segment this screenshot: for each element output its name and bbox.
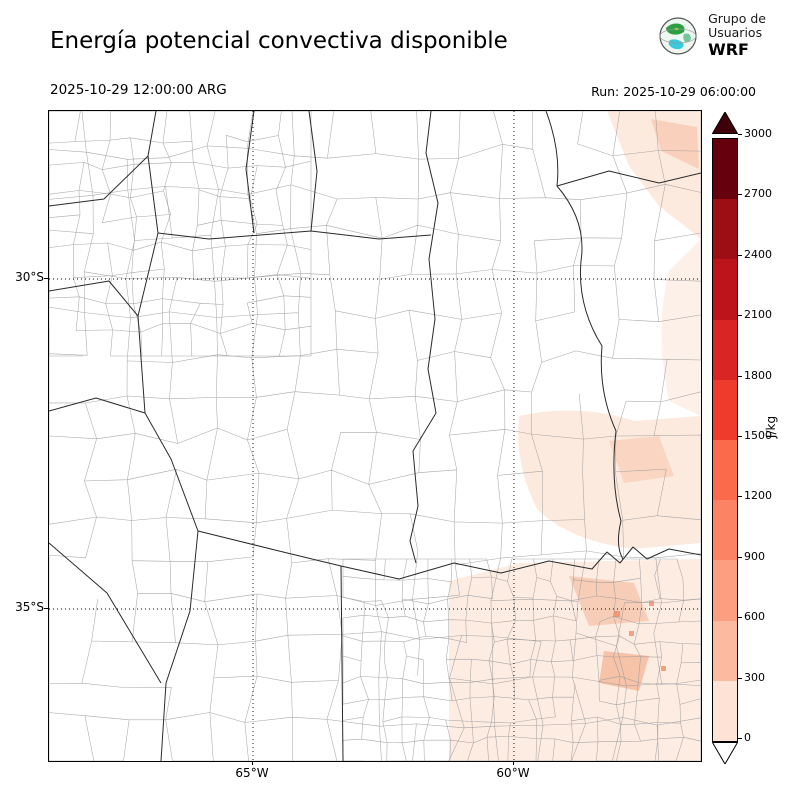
graticule — [49, 111, 701, 761]
valid-time-label: 2025-10-29 12:00:00 ARG — [50, 82, 227, 98]
colorbar-segment — [713, 680, 737, 742]
colorbar-tick-label: 1500 — [744, 429, 772, 442]
colorbar-tick-mark — [738, 678, 742, 679]
department-boundaries-coarse — [49, 111, 701, 761]
colorbar-scale — [712, 138, 738, 742]
colorbar-tick-label: 600 — [744, 610, 765, 623]
colorbar-segment — [713, 199, 737, 260]
colorbar-segment — [713, 620, 737, 681]
map-canvas — [49, 111, 701, 761]
wrf-logo: Grupo de Usuarios WRF — [656, 11, 766, 59]
colorbar-over-arrow — [711, 111, 739, 134]
lon-tick-60w: 60°W — [496, 766, 530, 780]
colorbar-under-arrow — [711, 742, 739, 765]
logo-model-name: WRF — [708, 39, 749, 59]
department-boundaries-buenosaires — [342, 558, 701, 761]
colorbar-tick-label: 900 — [744, 550, 765, 563]
lat-axis-tick — [44, 608, 48, 609]
lat-tick-35s: 35°S — [15, 600, 44, 614]
colorbar-tick-label: 0 — [744, 731, 751, 744]
cape-shading — [449, 111, 701, 761]
lat-axis-tick — [44, 278, 48, 279]
colorbar — [711, 111, 739, 765]
colorbar-tick-label: 2400 — [744, 248, 772, 261]
colorbar-tick-mark — [738, 436, 742, 437]
lat-tick-30s: 30°S — [15, 270, 44, 284]
map-panel — [48, 110, 702, 762]
colorbar-tick-mark — [738, 496, 742, 497]
colorbar-tick-mark — [738, 255, 742, 256]
colorbar-tick-mark — [738, 557, 742, 558]
colorbar-tick-mark — [738, 315, 742, 316]
colorbar-segment — [713, 139, 737, 200]
colorbar-tick-label: 1200 — [744, 489, 772, 502]
colorbar-under-arrow-shape — [711, 742, 739, 765]
colorbar-tick-label: 2700 — [744, 187, 772, 200]
colorbar-tick-mark — [738, 617, 742, 618]
colorbar-tick-label: 3000 — [744, 127, 772, 140]
colorbar-tick-mark — [738, 134, 742, 135]
page-title: Energía potencial convectiva disponible — [50, 28, 508, 54]
colorbar-unit-label: J/kg — [764, 415, 779, 439]
run-time-label: Run: 2025-10-29 06:00:00 — [591, 84, 756, 99]
colorbar-tick-label: 1800 — [744, 369, 772, 382]
colorbar-over-arrow-shape — [711, 111, 739, 134]
colorbar-tick-mark — [738, 376, 742, 377]
colorbar-tick-mark — [738, 194, 742, 195]
colorbar-tick-label: 300 — [744, 671, 765, 684]
globe-icon — [659, 16, 697, 55]
colorbar-tick-mark — [738, 738, 742, 739]
department-boundaries-nw — [49, 111, 312, 357]
logo-org-line1: Grupo de — [708, 11, 766, 26]
colorbar-segment — [713, 379, 737, 441]
colorbar-segment — [713, 319, 737, 380]
lon-axis-tick — [252, 761, 253, 765]
colorbar-segment — [713, 500, 737, 561]
colorbar-segment — [713, 560, 737, 621]
lon-tick-65w: 65°W — [235, 766, 269, 780]
province-boundaries — [49, 111, 701, 761]
colorbar-segment — [713, 440, 737, 501]
colorbar-segment — [713, 259, 737, 320]
lon-axis-tick — [513, 761, 514, 765]
colorbar-tick-label: 2100 — [744, 308, 772, 321]
logo-org-line2: Usuarios — [708, 25, 763, 41]
